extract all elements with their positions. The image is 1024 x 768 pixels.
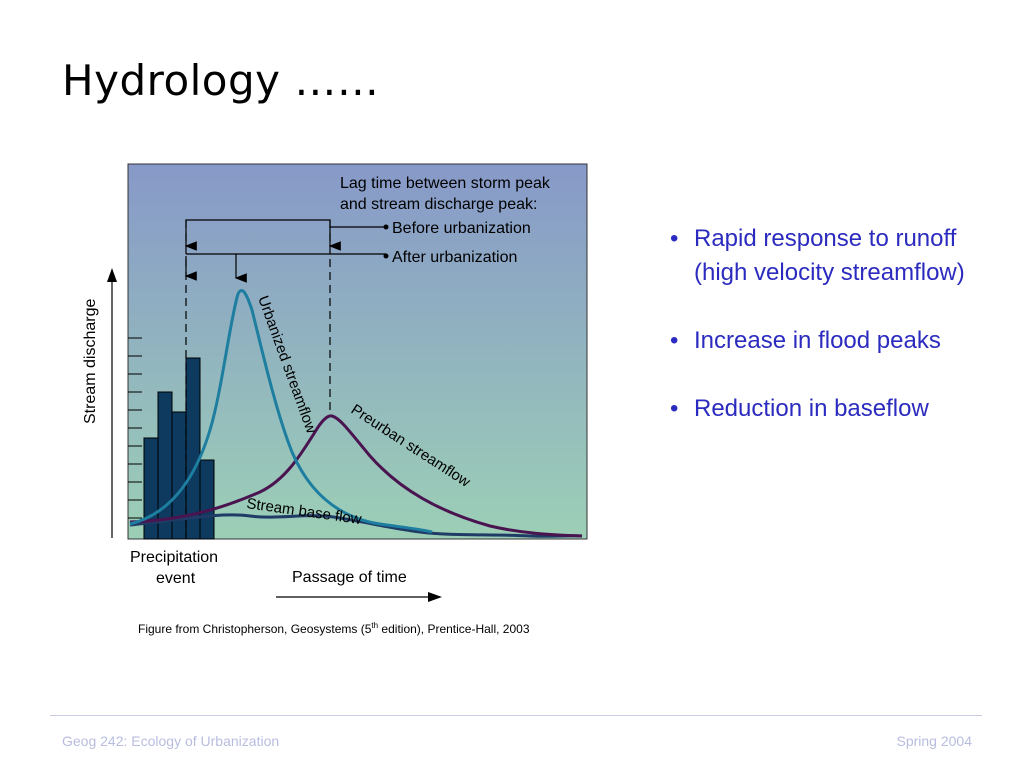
legend-heading-line1: Lag time between storm peak <box>340 175 551 192</box>
footer-term: Spring 2004 <box>896 733 972 749</box>
caption-prefix: Figure from Christopherson, Geosystems (… <box>138 622 372 636</box>
footer-course: Geog 242: Ecology of Urbanization <box>62 733 280 749</box>
footer-divider <box>50 715 982 716</box>
urbanized-streamflow-curve <box>129 289 433 534</box>
bullet-item: Rapid response to runoff (high velocity … <box>664 222 994 290</box>
hydrograph-figure: Urbanized streamflow Preurban streamflow… <box>70 160 610 610</box>
legend-before-label: Before urbanization <box>392 220 531 237</box>
y-tick-marks <box>128 337 142 519</box>
preurban-streamflow-curve <box>129 414 583 538</box>
precip-bar <box>157 391 173 540</box>
figure-caption: Figure from Christopherson, Geosystems (… <box>138 621 530 636</box>
precip-bar <box>199 459 215 540</box>
bullet-list: Rapid response to runoff (high velocity … <box>664 222 994 460</box>
precipitation-bars <box>143 357 215 540</box>
slide-title: Hydrology …… <box>62 56 380 105</box>
caption-suffix: edition), Prentice-Hall, 2003 <box>378 622 530 636</box>
caption-superscript: th <box>371 621 379 630</box>
legend-bullet <box>383 224 389 230</box>
bullet-item: Increase in flood peaks <box>664 324 994 358</box>
legend-bullet <box>383 253 389 259</box>
y-axis-arrowhead <box>107 268 117 282</box>
x-axis-arrowhead <box>428 592 442 602</box>
legend-heading-line2: and stream discharge peak: <box>340 196 537 213</box>
x-axis-label: Passage of time <box>292 569 407 586</box>
legend-after-label: After urbanization <box>392 249 517 266</box>
precip-label-line1: Precipitation <box>130 549 218 566</box>
precip-label-line2: event <box>156 570 196 587</box>
bullet-item: Reduction in baseflow <box>664 392 994 426</box>
y-axis-label: Stream discharge <box>82 299 99 424</box>
hydrograph-svg: Urbanized streamflow Preurban streamflow… <box>82 163 588 602</box>
